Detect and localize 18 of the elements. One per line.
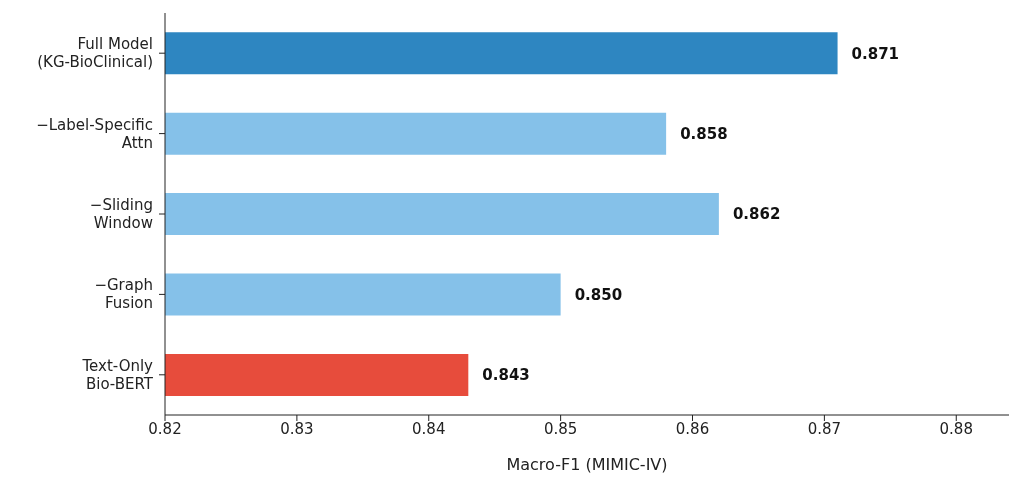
x-tick-label: 0.85	[543, 419, 578, 438]
data-label: 0.850	[574, 285, 623, 304]
x-tick-label: 0.88	[939, 419, 973, 438]
y-tick-label: −Label-Specific Attn	[36, 115, 153, 152]
x-tick-label: 0.86	[675, 419, 710, 438]
y-tick-label: −Sliding Window	[89, 196, 153, 232]
data-label: 0.843	[482, 366, 530, 385]
data-label: 0.858	[680, 125, 728, 144]
y-tick-label: Text-Only Bio-BERT	[81, 356, 154, 393]
x-tick-label: 0.84	[412, 419, 446, 438]
x-axis-title: Macro-F1 (MIMIC-IV)	[506, 455, 668, 474]
data-label: 0.871	[851, 44, 900, 63]
y-tick-label: Full Model (KG-BioClinical)	[37, 35, 153, 72]
x-tick-label: 0.82	[148, 419, 182, 438]
x-tick-label: 0.83	[280, 419, 314, 438]
y-tick-label: −Graph Fusion	[94, 276, 153, 313]
x-tick-label: 0.87	[807, 419, 842, 438]
data-label: 0.862	[732, 205, 781, 224]
